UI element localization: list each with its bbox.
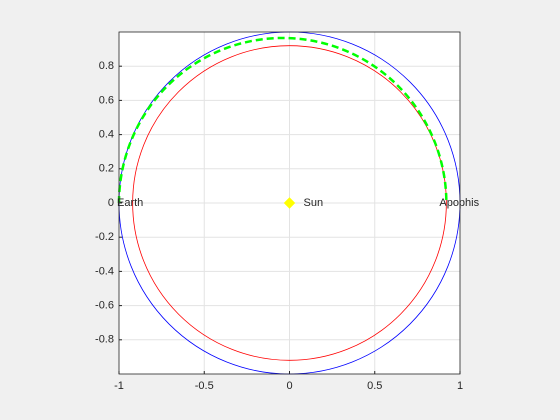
- y-tick-label: -0.6: [95, 300, 114, 312]
- y-tick-label: 0.4: [99, 129, 114, 141]
- point-label: Apophis: [439, 197, 479, 209]
- x-tick-label: -1: [114, 380, 124, 392]
- x-tick-label: 1: [457, 380, 463, 392]
- y-tick-label: 0.6: [99, 94, 114, 106]
- transfer-arc: [117, 36, 448, 204]
- point-marker: [283, 197, 296, 209]
- x-tick-label: -0.5: [195, 380, 214, 392]
- y-tick-label: -0.2: [95, 231, 114, 243]
- y-tick-label: -0.8: [95, 334, 114, 346]
- y-tick-label: 0: [108, 197, 114, 209]
- y-tick-label: -0.4: [95, 265, 114, 277]
- point-label: Earth: [117, 197, 143, 209]
- x-tick-label: 0: [286, 380, 292, 392]
- y-tick-label: 0.8: [99, 60, 114, 72]
- orbit-circle: [132, 45, 447, 361]
- point-label: Sun: [304, 197, 324, 209]
- axes-box: [118, 31, 461, 375]
- x-tick-label: 0.5: [367, 380, 382, 392]
- y-tick-label: 0.2: [99, 163, 114, 175]
